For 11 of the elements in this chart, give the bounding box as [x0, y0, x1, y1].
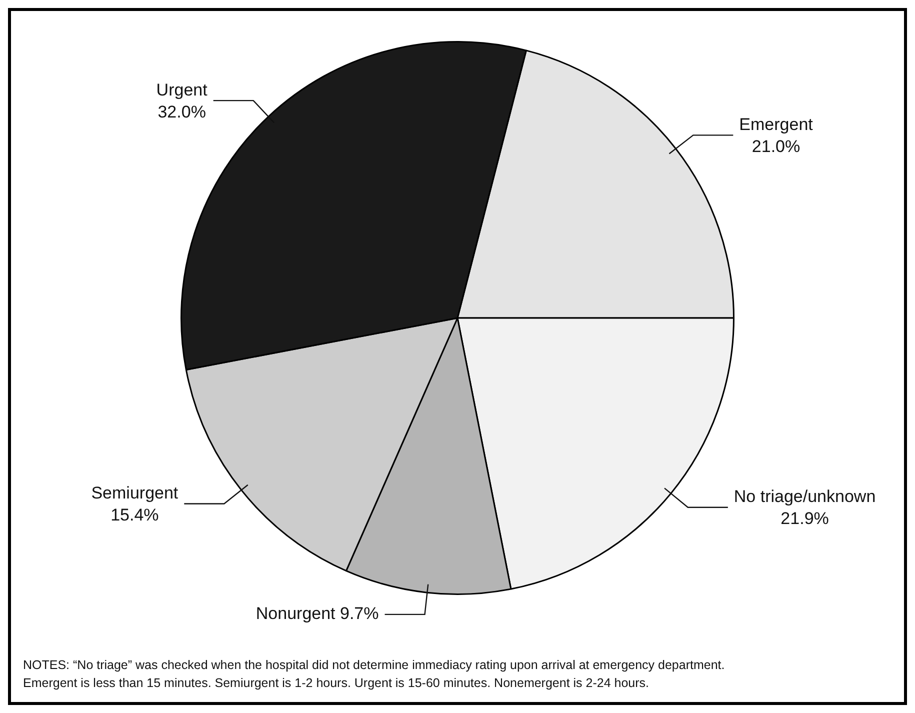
data-label: 21.0%: [752, 136, 800, 156]
slice-label: No triage/unknown: [734, 487, 876, 506]
text: NOTES: “No triage” was checked when the hospital did not determine immediacy rating upon arrival at emergency department.: [23, 657, 725, 674]
slice-label: Semiurgent: [91, 483, 178, 502]
data-label: 32.0%: [158, 102, 206, 122]
slice-label: Emergent: [739, 114, 814, 134]
slice-label: Nonurgent 9.7%: [256, 604, 379, 624]
slice-label: Urgent: [156, 80, 208, 100]
data-label: 21.9%: [780, 509, 829, 528]
text: Emergent is less than 15 minutes. Semiurgent is 1-2 hours. Urgent is 15-60 minutes. Nonemergent is 2-24 hours.: [23, 675, 650, 692]
data-label: 15.4%: [110, 505, 159, 524]
